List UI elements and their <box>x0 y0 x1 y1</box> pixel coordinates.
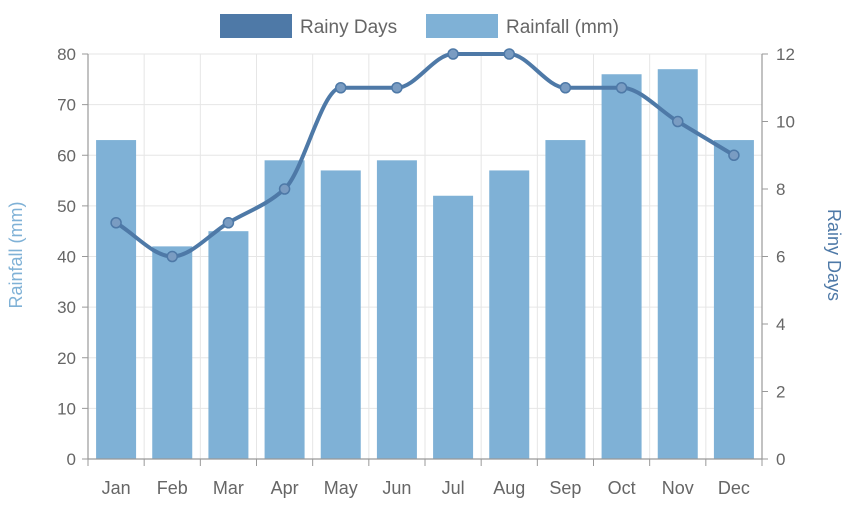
y-left-tick-label: 60 <box>57 146 76 165</box>
x-tick-label: Oct <box>608 478 636 498</box>
y-right-tick-label: 12 <box>776 45 795 64</box>
point-apr <box>278 183 291 195</box>
legend: Rainy Days Rainfall (mm) <box>220 14 619 38</box>
point-aug <box>503 48 515 60</box>
rainy-days-line <box>110 48 740 263</box>
bar-mar <box>208 231 249 459</box>
bars <box>96 69 754 459</box>
x-tick-label: Jan <box>102 478 131 498</box>
y-left-tick-label: 50 <box>57 197 76 216</box>
point-oct <box>615 82 628 94</box>
y-left-tick-label: 70 <box>57 96 76 115</box>
bar-apr <box>264 160 305 459</box>
point-jan <box>110 217 122 229</box>
point-may <box>335 82 347 94</box>
bar-jul <box>433 195 474 459</box>
x-tick-label: Jun <box>382 478 411 498</box>
legend-label-rainfall: Rainfall (mm) <box>506 17 619 38</box>
y-right-tick-label: 2 <box>776 383 785 402</box>
y-axis-left-label: Rainfall (mm) <box>6 201 26 308</box>
bar-aug <box>489 170 530 459</box>
bar-dec <box>713 140 754 459</box>
point-feb <box>166 250 178 263</box>
legend-swatch-rainfall <box>426 14 498 38</box>
y-axis-right-label: Rainy Days <box>824 209 844 301</box>
point-nov <box>672 115 684 128</box>
bar-jan <box>96 140 137 459</box>
x-tick-label: Mar <box>213 478 244 498</box>
point-sep <box>559 82 572 94</box>
bar-may <box>320 170 361 459</box>
x-tick-label: Aug <box>493 478 525 498</box>
y-right-tick-label: 10 <box>776 113 795 132</box>
legend-label-rainy-days: Rainy Days <box>300 17 397 38</box>
bar-feb <box>152 246 193 459</box>
bar-nov <box>657 69 698 459</box>
point-jun <box>391 82 403 94</box>
point-jul <box>447 48 459 60</box>
y-left-tick-label: 0 <box>67 450 76 469</box>
y-left-tick-label: 40 <box>57 248 76 267</box>
x-tick-label: Feb <box>157 478 188 498</box>
point-mar <box>222 217 235 229</box>
x-tick-label: Dec <box>718 478 750 498</box>
y-right-tick-label: 4 <box>776 315 785 334</box>
y-left-tick-label: 80 <box>57 45 76 64</box>
axes: 0 10 20 30 40 50 60 70 80 0 2 4 6 8 10 12 Jan Feb Mar Apr Ma… <box>57 45 795 498</box>
y-right-tick-label: 8 <box>776 180 785 199</box>
y-right-tick-label: 6 <box>776 248 785 267</box>
x-tick-label: Apr <box>271 478 299 498</box>
bar-jun <box>376 160 417 459</box>
y-left-tick-label: 20 <box>57 349 76 368</box>
bar-oct <box>601 74 642 459</box>
x-tick-label: May <box>324 478 358 498</box>
x-tick-label: Jul <box>442 478 465 498</box>
y-left-tick-label: 10 <box>57 399 76 418</box>
bar-sep <box>545 140 586 459</box>
x-tick-label: Sep <box>549 478 581 498</box>
legend-swatch-rainy-days <box>220 14 292 38</box>
y-right-tick-label: 0 <box>776 450 785 469</box>
y-left-tick-label: 30 <box>57 298 76 317</box>
point-dec <box>728 149 740 161</box>
x-tick-label: Nov <box>662 478 694 498</box>
